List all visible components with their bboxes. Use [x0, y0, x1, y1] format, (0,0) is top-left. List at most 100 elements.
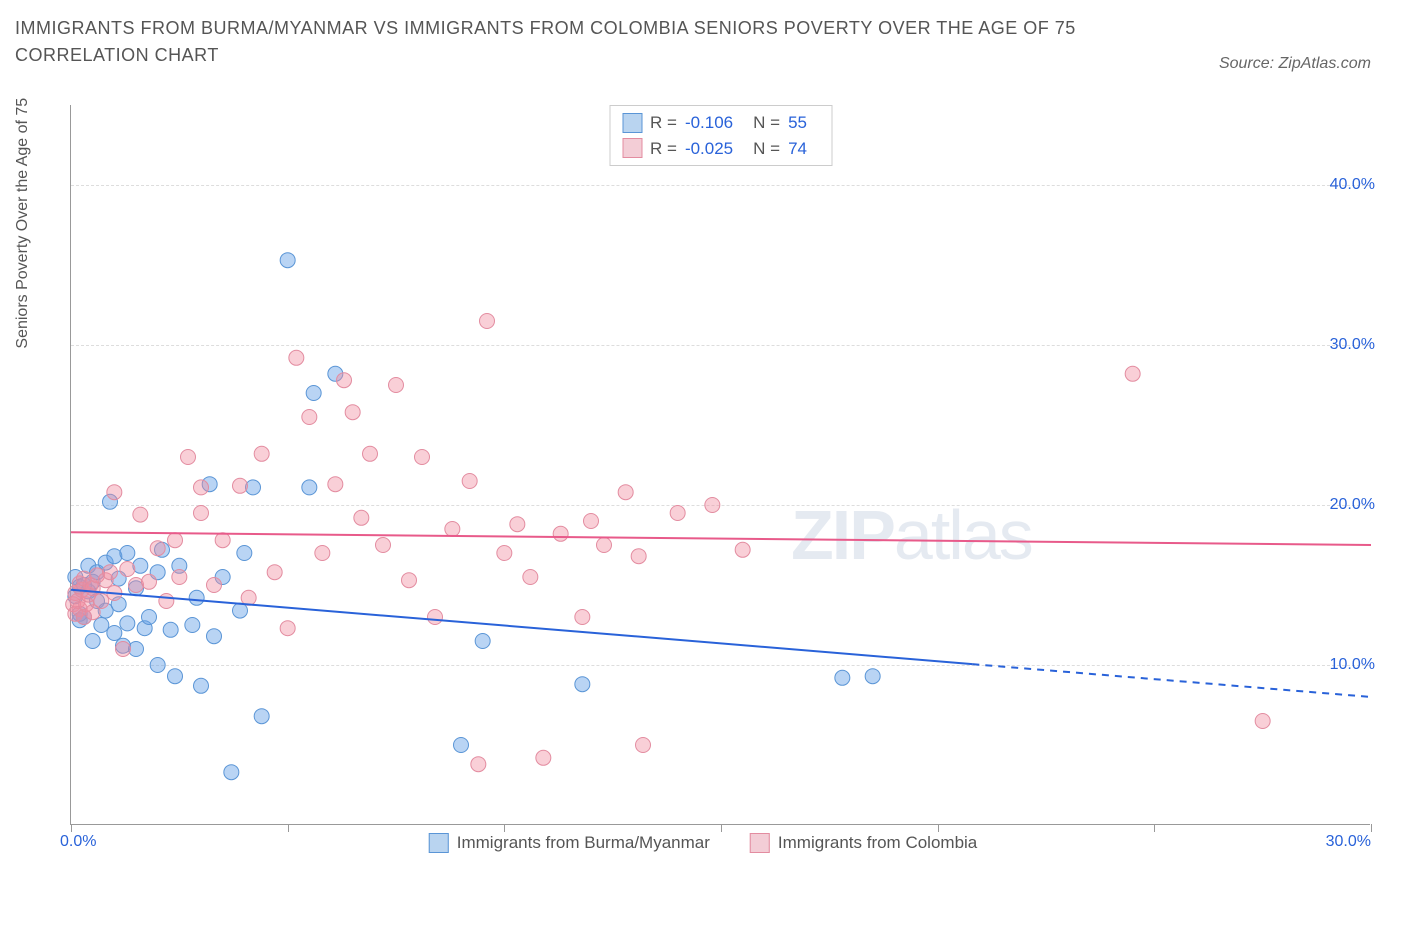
scatter-point	[120, 616, 135, 631]
source-name: ZipAtlas.com	[1279, 55, 1371, 72]
scatter-point	[194, 506, 209, 521]
y-axis-title: Seniors Poverty Over the Age of 75	[14, 98, 32, 349]
n-value-0: 55	[788, 110, 807, 136]
scatter-point	[94, 618, 109, 633]
scatter-point	[194, 480, 209, 495]
scatter-point	[636, 738, 651, 753]
trendline-solid	[71, 590, 972, 664]
scatter-point	[670, 506, 685, 521]
scatter-point	[445, 522, 460, 537]
scatter-point	[133, 507, 148, 522]
x-axis-max-label: 30.0%	[1326, 833, 1371, 851]
scatter-point	[85, 634, 100, 649]
source-label: Source:	[1219, 55, 1274, 72]
scatter-point	[289, 350, 304, 365]
stats-row-1: R = -0.025 N = 74	[622, 136, 819, 162]
scatter-point	[480, 314, 495, 329]
scatter-point	[133, 558, 148, 573]
scatter-point	[1125, 366, 1140, 381]
scatter-point	[454, 738, 469, 753]
scatter-point	[267, 565, 282, 580]
stats-row-0: R = -0.106 N = 55	[622, 110, 819, 136]
scatter-point	[172, 570, 187, 585]
legend-item-1: Immigrants from Colombia	[750, 833, 977, 853]
scatter-point	[363, 446, 378, 461]
x-tick	[288, 824, 289, 832]
plot-svg	[71, 105, 1370, 824]
source-attribution: Source: ZipAtlas.com	[1219, 55, 1371, 73]
x-tick	[938, 824, 939, 832]
scatter-point	[584, 514, 599, 529]
r-value-1: -0.025	[685, 136, 733, 162]
legend-swatch-1	[750, 833, 770, 853]
x-tick	[1371, 824, 1372, 832]
x-tick	[1154, 824, 1155, 832]
scatter-point	[103, 565, 118, 580]
legend-label-0: Immigrants from Burma/Myanmar	[457, 833, 710, 853]
trendline-dashed	[972, 664, 1371, 697]
scatter-point	[168, 533, 183, 548]
scatter-point	[536, 750, 551, 765]
r-value-0: -0.106	[685, 110, 733, 136]
scatter-point	[237, 546, 252, 561]
trendline-solid	[71, 532, 1371, 545]
scatter-point	[428, 610, 443, 625]
plot-area: ZIPatlas R = -0.106 N = 55 R = -0.025 N …	[70, 105, 1370, 825]
scatter-point	[302, 480, 317, 495]
scatter-point	[389, 378, 404, 393]
scatter-point	[142, 610, 157, 625]
x-axis-min-label: 0.0%	[60, 833, 96, 851]
scatter-point	[575, 610, 590, 625]
scatter-point	[1255, 714, 1270, 729]
legend-swatch-0	[429, 833, 449, 853]
chart-container: IMMIGRANTS FROM BURMA/MYANMAR VS IMMIGRA…	[15, 15, 1391, 915]
scatter-point	[553, 526, 568, 541]
n-value-1: 74	[788, 136, 807, 162]
chart-title: IMMIGRANTS FROM BURMA/MYANMAR VS IMMIGRA…	[15, 15, 1115, 69]
scatter-point	[107, 549, 122, 564]
scatter-point	[233, 603, 248, 618]
scatter-point	[107, 626, 122, 641]
scatter-point	[523, 570, 538, 585]
n-label-1: N =	[753, 136, 780, 162]
scatter-point	[150, 658, 165, 673]
y-tick-label: 30.0%	[1330, 336, 1375, 354]
scatter-point	[575, 677, 590, 692]
scatter-point	[181, 450, 196, 465]
scatter-point	[631, 549, 646, 564]
x-tick	[721, 824, 722, 832]
scatter-point	[207, 578, 222, 593]
scatter-point	[835, 670, 850, 685]
legend-label-1: Immigrants from Colombia	[778, 833, 977, 853]
scatter-point	[254, 446, 269, 461]
scatter-point	[120, 546, 135, 561]
scatter-point	[618, 485, 633, 500]
r-label-1: R =	[650, 136, 677, 162]
scatter-point	[142, 574, 157, 589]
scatter-point	[168, 669, 183, 684]
scatter-point	[120, 562, 135, 577]
scatter-point	[280, 621, 295, 636]
scatter-point	[224, 765, 239, 780]
stats-legend-box: R = -0.106 N = 55 R = -0.025 N = 74	[609, 105, 832, 166]
scatter-point	[597, 538, 612, 553]
scatter-point	[116, 642, 131, 657]
scatter-point	[337, 373, 352, 388]
scatter-point	[163, 622, 178, 637]
bottom-legend: Immigrants from Burma/Myanmar Immigrants…	[429, 833, 978, 853]
scatter-point	[705, 498, 720, 513]
scatter-point	[94, 594, 109, 609]
scatter-point	[354, 510, 369, 525]
y-tick-label: 10.0%	[1330, 656, 1375, 674]
y-tick-label: 20.0%	[1330, 496, 1375, 514]
scatter-point	[215, 533, 230, 548]
scatter-point	[150, 541, 165, 556]
scatter-point	[107, 485, 122, 500]
swatch-1	[622, 138, 642, 158]
x-tick	[71, 824, 72, 832]
scatter-point	[280, 253, 295, 268]
scatter-point	[194, 678, 209, 693]
scatter-point	[207, 629, 222, 644]
scatter-point	[865, 669, 880, 684]
scatter-point	[233, 478, 248, 493]
